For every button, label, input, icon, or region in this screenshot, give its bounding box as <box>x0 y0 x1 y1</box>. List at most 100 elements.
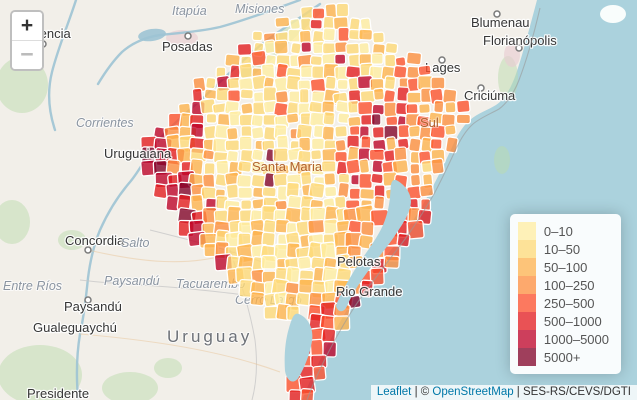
openstreetmap-link[interactable]: OpenStreetMap <box>432 386 514 398</box>
municipality-cell[interactable] <box>237 186 254 200</box>
municipality-cell[interactable] <box>347 115 362 128</box>
municipality-cell[interactable] <box>334 53 347 65</box>
municipality-cell[interactable] <box>308 181 326 199</box>
municipality-cell[interactable] <box>348 125 361 137</box>
municipality-cell[interactable] <box>391 159 410 175</box>
municipality-cell[interactable] <box>205 76 217 90</box>
municipality-cell[interactable] <box>358 28 374 41</box>
zoom-out-button[interactable]: − <box>12 40 42 69</box>
municipality-cell[interactable] <box>430 157 445 175</box>
municipality-cell[interactable] <box>307 218 326 235</box>
municipality-cell[interactable] <box>239 88 254 100</box>
municipality-cell[interactable] <box>324 185 338 198</box>
municipality-cell[interactable] <box>272 172 289 188</box>
municipality-cell[interactable] <box>333 315 351 332</box>
municipality-cell[interactable] <box>337 26 350 43</box>
municipality-cell[interactable] <box>225 183 240 200</box>
municipality-cell[interactable] <box>251 30 264 42</box>
municipality-cell[interactable] <box>358 172 373 190</box>
municipality-cell[interactable] <box>455 113 472 125</box>
municipality-cell[interactable] <box>445 136 459 154</box>
municipality-cell[interactable] <box>409 173 422 187</box>
municipality-cell[interactable] <box>310 137 325 151</box>
municipality-cell[interactable] <box>274 16 291 28</box>
municipality-cell[interactable] <box>300 41 313 54</box>
municipality-cell[interactable] <box>405 102 419 115</box>
municipality-cell[interactable] <box>405 51 423 66</box>
municipality-cell[interactable] <box>203 88 218 101</box>
municipality-cell[interactable] <box>383 255 401 269</box>
municipality-cell[interactable] <box>372 31 385 44</box>
municipality-cell[interactable] <box>368 148 386 162</box>
municipality-cell[interactable] <box>385 115 399 127</box>
municipality-cell[interactable] <box>373 195 386 210</box>
municipality-cell[interactable] <box>309 18 323 30</box>
municipality-cell[interactable] <box>359 187 376 201</box>
municipality-cell[interactable] <box>409 162 421 175</box>
municipality-cell[interactable] <box>262 218 277 235</box>
municipality-cell[interactable] <box>335 2 350 18</box>
municipality-cell[interactable] <box>370 172 385 185</box>
municipality-cell[interactable] <box>321 327 337 344</box>
municipality-cell[interactable] <box>323 172 337 186</box>
municipality-cell[interactable] <box>418 103 431 115</box>
zoom-in-button[interactable]: + <box>12 12 42 40</box>
municipality-cell[interactable] <box>358 158 371 174</box>
municipality-cell[interactable] <box>261 186 277 198</box>
municipality-cell[interactable] <box>430 76 446 90</box>
municipality-cell[interactable] <box>322 111 336 126</box>
municipality-cell[interactable] <box>337 172 351 185</box>
municipality-cell[interactable] <box>324 75 337 90</box>
municipality-cell[interactable] <box>251 148 265 162</box>
municipality-cell[interactable] <box>372 87 385 101</box>
municipality-cell[interactable] <box>236 173 253 189</box>
municipality-cell[interactable] <box>262 86 278 103</box>
municipality-cell[interactable] <box>444 124 457 136</box>
municipality-cell[interactable] <box>418 183 435 198</box>
municipality-cell[interactable] <box>311 7 326 20</box>
municipality-cell[interactable] <box>370 113 382 126</box>
leaflet-link[interactable]: Leaflet <box>376 386 412 398</box>
municipality-cell[interactable] <box>274 90 289 104</box>
municipality-cell[interactable] <box>312 365 327 381</box>
municipality-cell[interactable] <box>429 138 443 150</box>
municipality-cell[interactable] <box>455 99 471 114</box>
municipality-cell[interactable] <box>240 199 253 211</box>
municipality-cell[interactable] <box>322 27 336 42</box>
municipality-cell[interactable] <box>250 113 264 128</box>
municipality-cell[interactable] <box>345 42 361 55</box>
municipality-cell[interactable] <box>250 126 265 140</box>
municipality-cell[interactable] <box>290 42 302 55</box>
municipality-cell[interactable] <box>226 149 239 163</box>
municipality-cell[interactable] <box>289 18 301 31</box>
municipality-cell[interactable] <box>285 112 300 124</box>
municipality-cell[interactable] <box>249 291 266 307</box>
municipality-cell[interactable] <box>371 125 386 139</box>
municipality-cell[interactable] <box>260 254 277 270</box>
municipality-cell[interactable] <box>357 100 374 116</box>
municipality-cell[interactable] <box>320 160 337 173</box>
municipality-cell[interactable] <box>226 126 239 141</box>
municipality-cell[interactable] <box>298 88 310 105</box>
municipality-cell[interactable] <box>334 150 348 163</box>
municipality-cell[interactable] <box>433 99 445 114</box>
municipality-cell[interactable] <box>240 102 254 115</box>
municipality-cell[interactable] <box>406 91 423 104</box>
municipality-cell[interactable] <box>383 75 397 91</box>
municipality-cell[interactable] <box>310 149 323 161</box>
municipality-cell[interactable] <box>383 101 398 118</box>
municipality-cell[interactable] <box>358 41 371 55</box>
municipality-cell[interactable] <box>205 112 218 124</box>
municipality-cell[interactable] <box>202 149 216 161</box>
municipality-cell[interactable] <box>237 160 253 173</box>
municipality-cell[interactable] <box>309 55 323 67</box>
municipality-cell[interactable] <box>336 78 349 91</box>
municipality-cell[interactable] <box>273 39 289 55</box>
municipality-cell[interactable] <box>334 125 348 138</box>
municipality-cell[interactable] <box>238 135 253 152</box>
municipality-cell[interactable] <box>406 219 425 240</box>
municipality-cell[interactable] <box>397 124 411 139</box>
municipality-cell[interactable] <box>384 53 397 68</box>
municipality-cell[interactable] <box>288 389 302 400</box>
